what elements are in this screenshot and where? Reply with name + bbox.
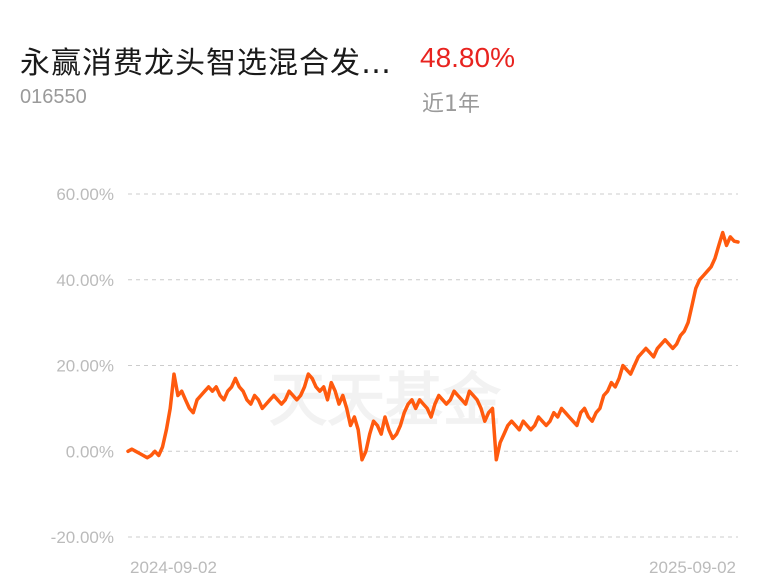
y-axis-labels: 60.00% 40.00% 20.00% 0.00% -20.00%	[51, 185, 114, 547]
period-label[interactable]: 近1年	[422, 92, 480, 117]
y-tick-label: 0.00%	[66, 442, 114, 461]
x-tick-end: 2025-09-02	[649, 558, 736, 577]
y-tick-label: -20.00%	[51, 528, 114, 547]
return-value: 48.80%	[420, 42, 515, 73]
series-line	[126, 230, 740, 462]
grid-lines	[128, 193, 738, 538]
y-tick-label: 60.00%	[56, 185, 114, 204]
fund-name: 永赢消费龙头智选混合发…	[20, 46, 392, 81]
fund-code: 016550	[20, 86, 87, 108]
x-tick-start: 2024-09-02	[130, 558, 217, 577]
y-tick-label: 40.00%	[56, 271, 114, 290]
series-layer	[126, 230, 740, 462]
y-tick-label: 20.00%	[56, 357, 114, 376]
